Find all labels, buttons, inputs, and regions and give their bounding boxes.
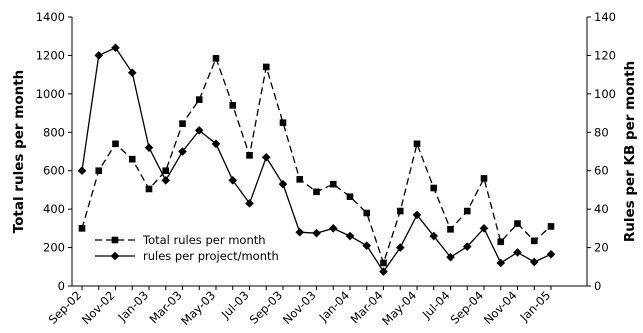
data-point-square [497, 238, 505, 246]
data-point-diamond [513, 248, 522, 257]
data-point-diamond [412, 210, 422, 220]
left-y-tick-label: 400 [43, 202, 65, 216]
data-point-diamond [312, 228, 321, 238]
data-point-diamond [362, 241, 372, 250]
left-y-tick-label: 1200 [36, 48, 65, 62]
legend: Total rules per month rules per project/m… [95, 233, 279, 263]
data-point-square [363, 209, 371, 217]
legend-label-2: rules per project/month [143, 249, 279, 263]
x-tick-label: Jan-05 [517, 288, 553, 324]
data-point-diamond [546, 249, 556, 259]
left-y-axis-title: Total rules per month [11, 70, 27, 234]
data-point-square [195, 96, 203, 103]
data-point-diamond [144, 143, 154, 152]
x-tick-label: Nov-03 [280, 288, 319, 327]
right-y-tick-label: 20 [594, 241, 609, 255]
data-point-square [262, 63, 270, 71]
data-point-diamond [446, 252, 455, 262]
data-point-square [145, 185, 153, 193]
data-point-square [128, 155, 136, 163]
axes: 0 200 400 600 800 1000 1200 1400 0 20 40 60 80 100 120… [11, 10, 638, 328]
data-point-diamond [379, 267, 388, 276]
left-y-tick-label: 200 [43, 241, 65, 255]
x-tick-label: Sep-03 [247, 288, 286, 327]
data-point-square [530, 237, 538, 245]
right-y-tick-label: 0 [594, 279, 601, 293]
data-point-diamond [462, 242, 472, 251]
right-y-tick-label: 140 [594, 10, 616, 24]
left-y-tick-label: 600 [43, 164, 65, 178]
x-tick-label: May-03 [178, 288, 218, 328]
data-point-diamond [395, 243, 405, 252]
data-point-square [179, 120, 186, 127]
data-point-diamond [328, 224, 338, 233]
data-point-square [547, 223, 555, 230]
data-point-diamond [529, 257, 539, 267]
data-point-diamond [228, 176, 238, 185]
data-point-square [313, 188, 320, 196]
data-point-square [396, 207, 404, 215]
data-point-diamond [345, 231, 355, 241]
left-y-tick-label: 800 [43, 125, 65, 139]
data-point-diamond [261, 152, 271, 162]
data-point-square [346, 193, 354, 200]
x-tick-label: Mar-03 [147, 288, 185, 326]
right-y-tick-label: 40 [594, 202, 609, 216]
data-point-square [229, 102, 237, 109]
x-tick-label: Sep-02 [46, 288, 85, 327]
data-point-diamond [211, 139, 221, 149]
legend-label-1: Total rules per month [142, 233, 266, 247]
data-point-square [212, 55, 220, 62]
right-y-tick-label: 120 [594, 48, 616, 62]
data-point-diamond [496, 258, 506, 268]
data-point-diamond [77, 166, 87, 176]
data-point-square [162, 167, 170, 175]
series-layer [77, 43, 556, 276]
x-tick-label: Nov-02 [79, 288, 118, 327]
data-point-square [514, 220, 521, 227]
data-point-diamond [178, 147, 187, 156]
data-point-square [463, 207, 471, 215]
x-tick-label: Nov-04 [481, 288, 520, 327]
data-point-diamond [94, 51, 104, 60]
data-point-diamond [127, 68, 137, 78]
right-y-axis-title: Rules per KB per month [622, 61, 638, 242]
data-point-square [279, 119, 287, 126]
left-y-tick-label: 0 [58, 279, 65, 293]
x-tick-label: Sep-04 [448, 288, 487, 327]
data-point-square [112, 140, 119, 148]
x-tick-label: Mar-04 [348, 288, 386, 326]
data-point-diamond [245, 199, 254, 208]
data-point-square [78, 225, 86, 232]
data-point-square [480, 175, 488, 182]
data-point-diamond [295, 227, 305, 237]
data-point-diamond [194, 126, 204, 135]
data-point-diamond [111, 43, 120, 53]
right-y-tick-label: 80 [594, 125, 609, 139]
left-y-tick-label: 1400 [36, 10, 65, 24]
data-point-square [447, 226, 454, 233]
data-point-square [413, 140, 421, 148]
right-y-tick-label: 60 [594, 164, 609, 178]
data-point-diamond [479, 224, 489, 233]
data-point-square [296, 176, 304, 183]
data-point-square [380, 259, 387, 267]
data-point-square [430, 184, 438, 192]
x-tick-label: May-04 [379, 288, 419, 328]
left-y-tick-label: 1000 [36, 87, 65, 101]
legend-marker-square [111, 236, 119, 244]
data-point-diamond [161, 176, 171, 185]
legend-marker-diamond [110, 251, 120, 261]
data-point-square [95, 167, 103, 175]
right-y-tick-label: 100 [594, 87, 616, 101]
x-tick-label: Jan-04 [316, 288, 352, 324]
x-tick-label: Jan-03 [115, 288, 151, 324]
data-point-square [329, 180, 337, 188]
data-point-diamond [278, 179, 288, 189]
data-point-square [246, 152, 253, 159]
data-point-diamond [429, 231, 439, 241]
